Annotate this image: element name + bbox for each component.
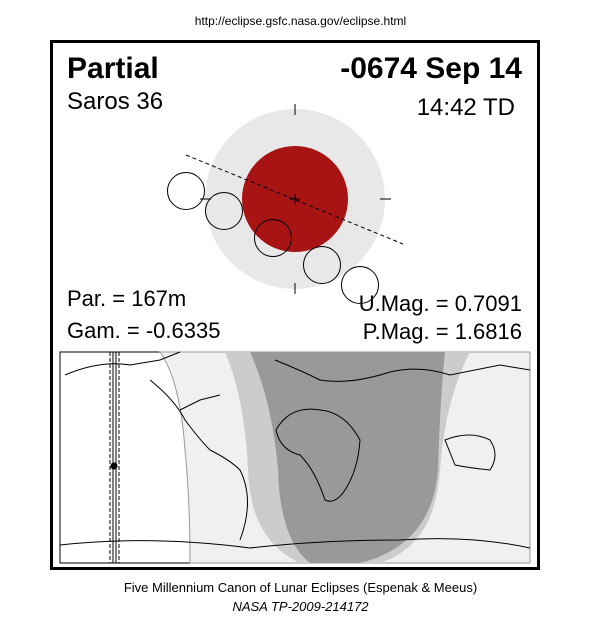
axis-ticks bbox=[200, 104, 391, 294]
moon-position bbox=[205, 192, 243, 230]
meridian-lines bbox=[109, 352, 120, 563]
shadow-diagram bbox=[167, 104, 404, 304]
eclipse-time: 14:42 TD bbox=[416, 94, 515, 121]
eclipse-panel-frame bbox=[50, 40, 540, 570]
moon-position bbox=[254, 219, 292, 257]
umbral-visibility-region bbox=[250, 352, 445, 563]
penumbral-magnitude: P.Mag. = 1.6816 bbox=[362, 319, 522, 344]
eclipse-type: Partial bbox=[67, 52, 159, 85]
partial-duration: Par. = 167m bbox=[67, 286, 187, 311]
canon-credit: Five Millennium Canon of Lunar Eclipses … bbox=[123, 580, 478, 595]
saros-number: Saros 36 bbox=[67, 88, 164, 115]
gamma: Gam. = -0.6335 bbox=[67, 318, 221, 343]
umbral-magnitude: U.Mag. = 0.7091 bbox=[358, 291, 522, 316]
subsolar-point bbox=[110, 462, 118, 470]
publication-id: NASA TP-2009-214172 bbox=[232, 599, 369, 614]
coastlines bbox=[59, 351, 531, 549]
visibility-map bbox=[59, 351, 531, 564]
eclipse-date: -0674 Sep 14 bbox=[340, 52, 522, 85]
source-url: http://eclipse.gsfc.nasa.gov/eclipse.htm… bbox=[194, 14, 407, 28]
moon-position bbox=[167, 172, 205, 210]
moon-position bbox=[341, 266, 379, 304]
moon-position bbox=[303, 246, 341, 284]
